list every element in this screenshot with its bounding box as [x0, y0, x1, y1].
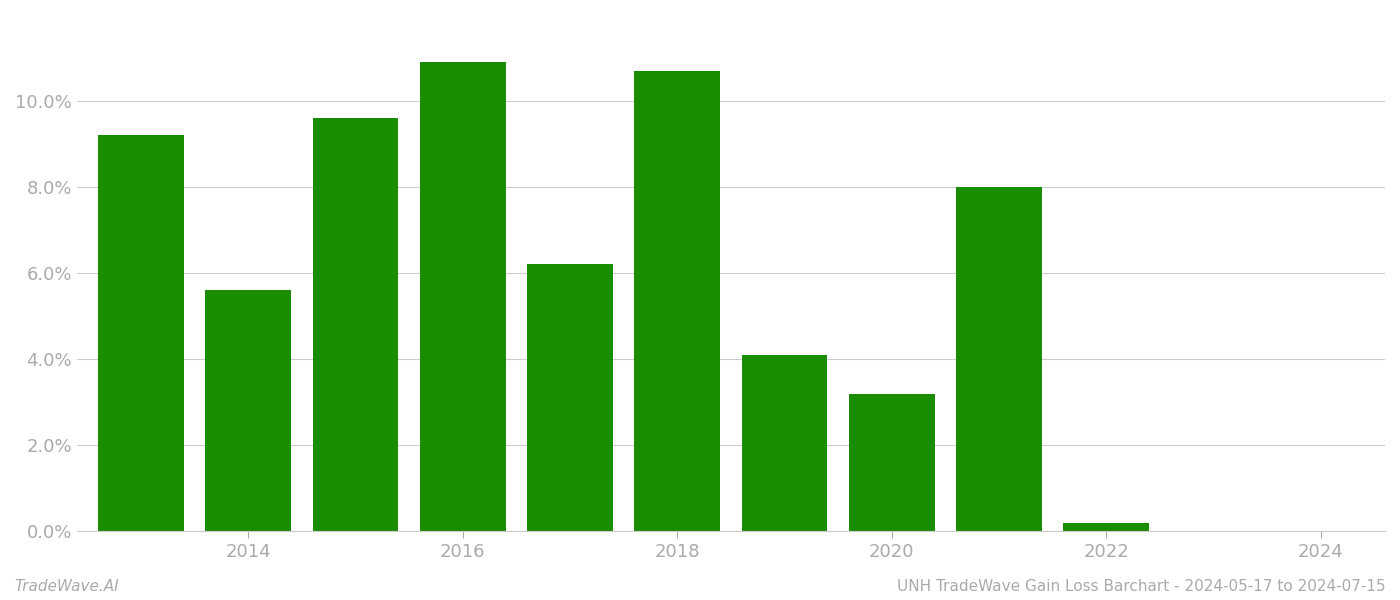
Bar [98, 136, 183, 531]
Text: UNH TradeWave Gain Loss Barchart - 2024-05-17 to 2024-07-15: UNH TradeWave Gain Loss Barchart - 2024-… [897, 579, 1386, 594]
Bar [956, 187, 1042, 531]
Bar [1063, 523, 1149, 531]
Text: TradeWave.AI: TradeWave.AI [14, 579, 119, 594]
Bar [206, 290, 291, 531]
Bar [742, 355, 827, 531]
Bar [312, 118, 399, 531]
Bar [526, 265, 613, 531]
Bar [848, 394, 935, 531]
Bar [634, 71, 720, 531]
Bar [420, 62, 505, 531]
